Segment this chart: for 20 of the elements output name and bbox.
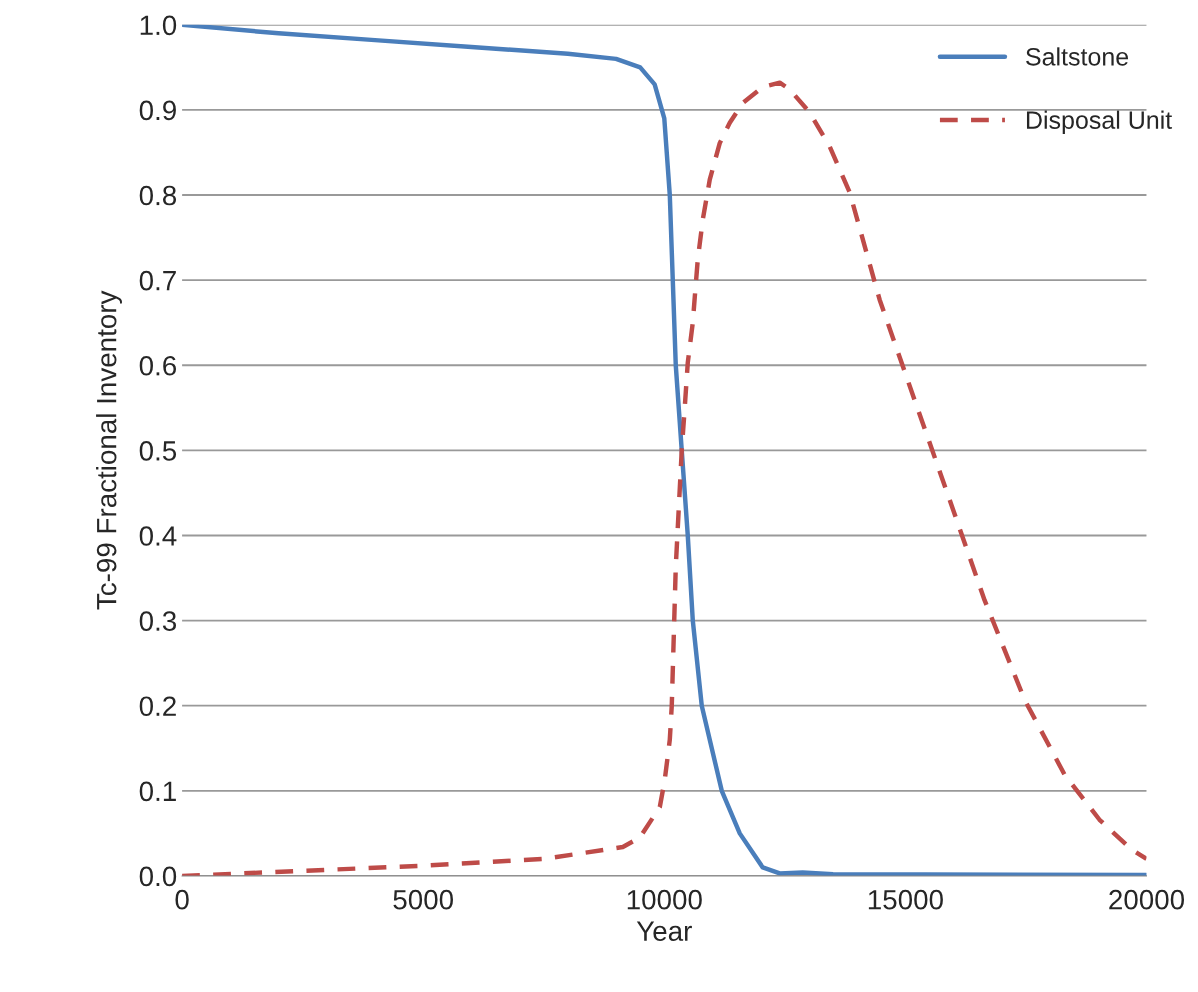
y-tick-label: 0.7 <box>139 270 176 291</box>
y-tick-label: 0.0 <box>139 866 177 887</box>
y-tick-label: 0.5 <box>139 441 177 461</box>
y-tick-label: 0.2 <box>139 696 176 717</box>
legend-label: Saltstone <box>1026 47 1129 66</box>
y-tick-label: 0.3 <box>139 611 177 631</box>
y-tick-label: 0.1 <box>139 781 176 802</box>
x-tick-label: 15000 <box>868 889 943 910</box>
y-axis-title: Tc-99 Fractional Inventory <box>96 290 122 610</box>
x-axis-title: Year <box>636 921 692 941</box>
y-tick-label: 1.0 <box>140 15 177 36</box>
y-tick-label: 0.8 <box>139 185 177 206</box>
legend-label: Disposal Unit <box>1026 110 1173 134</box>
x-tick-label: 10000 <box>627 889 702 910</box>
x-tick-label: 5000 <box>393 889 454 910</box>
x-tick-label: 0 <box>175 889 189 910</box>
y-tick-label: 0.4 <box>139 526 177 546</box>
y-tick-label: 0.6 <box>139 355 177 376</box>
y-tick-label: 0.9 <box>139 100 176 121</box>
x-tick-label: 20000 <box>1109 889 1185 910</box>
